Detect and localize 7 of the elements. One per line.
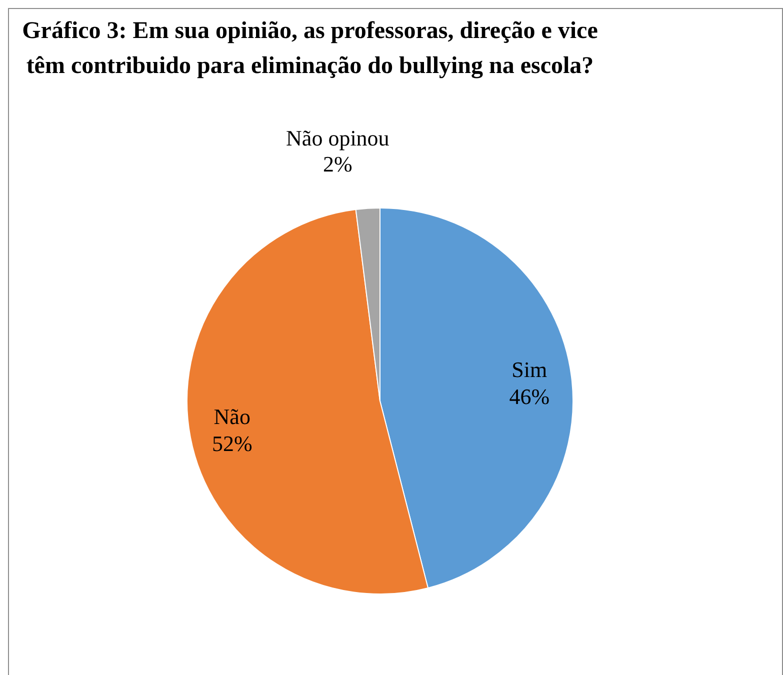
data-label: 2% [323,151,352,176]
slice-label: Não opinou [286,125,390,150]
chart-title: Gráfico 3: Em sua opinião, as professoras, direção e vice têm contribuido para eliminação do bullying na escola? [22,18,598,79]
data-label: 52% [212,431,252,456]
data-label: 46% [509,384,550,410]
slice-label: Não [214,404,250,430]
slice-label: Sim [512,357,548,382]
